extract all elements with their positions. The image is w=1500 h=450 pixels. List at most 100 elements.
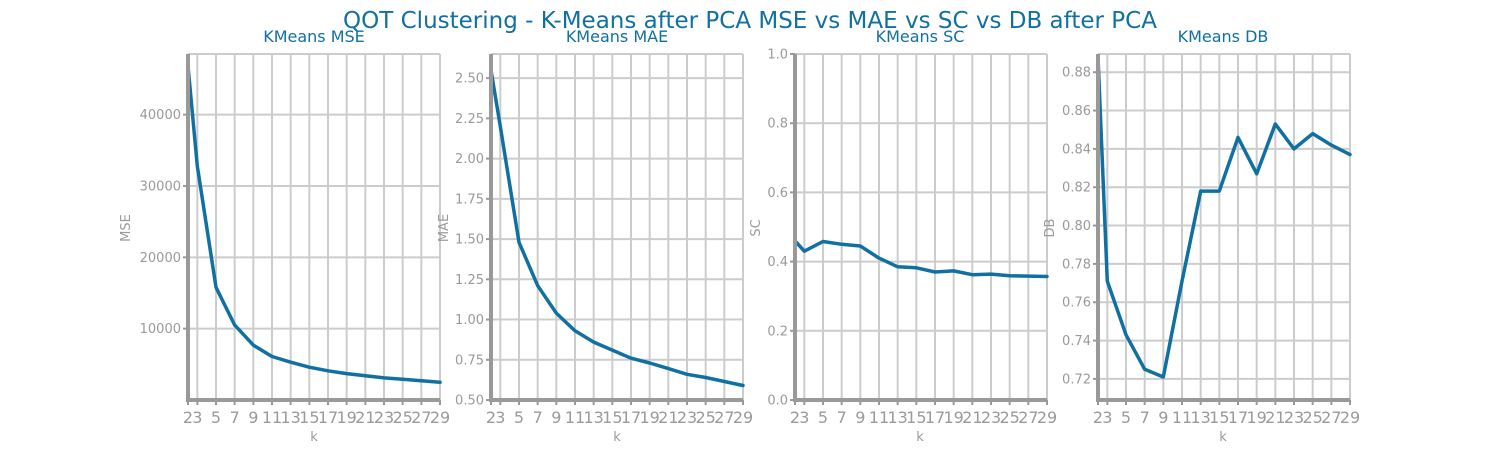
x-tick-label: 7 xyxy=(230,408,240,427)
x-axis-label: k xyxy=(310,430,318,445)
x-tick-label: 9 xyxy=(855,408,865,427)
x-tick-label: 21 xyxy=(1265,408,1285,427)
x-tick-label: 25 xyxy=(392,408,412,427)
subplot-title: KMeans MSE xyxy=(263,27,365,46)
y-tick-label: 0.72 xyxy=(1062,372,1091,387)
y-tick-label: 2.50 xyxy=(455,72,484,87)
x-tick-label: 13 xyxy=(1190,408,1210,427)
y-tick-label: 2.00 xyxy=(455,152,484,167)
y-tick-label: 0.88 xyxy=(1062,66,1091,81)
y-axis-label: MAE xyxy=(437,214,452,242)
x-tick-label: 23 xyxy=(981,408,1001,427)
series-line xyxy=(489,68,745,388)
x-tick-label: 15 xyxy=(1209,408,1229,427)
y-tick-label: 0.4 xyxy=(767,255,788,270)
x-tick-label: 15 xyxy=(602,408,622,427)
x-tick-label: 29 xyxy=(733,408,753,427)
x-axis-label: k xyxy=(613,430,621,445)
x-tick-label: 27 xyxy=(411,408,431,427)
series-layer xyxy=(186,64,442,384)
x-tick-label: 3 xyxy=(799,408,809,427)
grid-lines xyxy=(794,53,1048,401)
x-tick-label: 17 xyxy=(621,408,641,427)
tick-labels: 0.500.751.001.251.501.752.002.252.502 3 5 7… xyxy=(455,72,753,427)
x-tick-label: 19 xyxy=(336,408,356,427)
x-tick-label: 27 xyxy=(1321,408,1341,427)
x-tick-label: 9 xyxy=(248,408,258,427)
x-tick-label: 2 xyxy=(486,408,496,427)
series-line xyxy=(793,239,1049,279)
y-axis-label: MSE xyxy=(119,214,134,242)
subplot-title: KMeans SC xyxy=(876,27,965,46)
y-tick-label: 30000 xyxy=(140,179,181,194)
x-tick-label: 11 xyxy=(869,408,889,427)
y-tick-label: 10000 xyxy=(140,322,181,337)
x-tick-label: 11 xyxy=(262,408,282,427)
y-tick-label: 1.00 xyxy=(455,313,484,328)
figure-title: QOT Clustering - K-Means after PCA MSE v… xyxy=(343,8,1157,34)
x-tick-label: 25 xyxy=(999,408,1019,427)
x-tick-label: 19 xyxy=(943,408,963,427)
x-tick-label: 3 xyxy=(1102,408,1112,427)
x-tick-label: 29 xyxy=(1340,408,1360,427)
x-tick-label: 27 xyxy=(1018,408,1038,427)
y-tick-label: 0.76 xyxy=(1062,296,1091,311)
x-tick-label: 29 xyxy=(430,408,450,427)
x-tick-label: 13 xyxy=(583,408,603,427)
axis-spines xyxy=(793,54,1047,402)
axis-spines xyxy=(1096,54,1350,402)
y-tick-label: 1.75 xyxy=(455,192,484,207)
x-tick-label: 9 xyxy=(551,408,561,427)
y-axis-label: DB xyxy=(1043,219,1058,238)
y-tick-label: 0.78 xyxy=(1062,257,1091,272)
x-tick-label: 19 xyxy=(1246,408,1266,427)
y-tick-label: 0.74 xyxy=(1062,334,1091,349)
subplot-title: KMeans DB xyxy=(1178,27,1269,46)
y-tick-label: 0.75 xyxy=(455,353,484,368)
x-tick-label: 15 xyxy=(906,408,926,427)
x-tick-label: 23 xyxy=(374,408,394,427)
subplot-title: KMeans MAE xyxy=(566,27,668,46)
grid-lines xyxy=(1097,53,1351,400)
x-tick-label: 19 xyxy=(639,408,659,427)
tick-labels: 0.720.740.760.780.800.820.840.860.882 3 5 7… xyxy=(1062,66,1360,427)
x-axis-label: k xyxy=(916,430,924,445)
series-layer xyxy=(1096,55,1352,379)
y-tick-label: 1.50 xyxy=(455,233,484,248)
x-tick-label: 25 xyxy=(695,408,715,427)
x-tick-label: 2 xyxy=(790,408,800,427)
x-tick-label: 5 xyxy=(211,408,221,427)
subplot-mae: KMeans MAE 0.50 0.75 1.00 1.25 1.50 1.75 2.00 2… xyxy=(437,27,753,445)
x-tick-label: 5 xyxy=(818,408,828,427)
x-tick-label: 3 xyxy=(192,408,202,427)
grid-lines xyxy=(187,53,441,400)
axis-spines xyxy=(186,54,440,402)
x-tick-label: 17 xyxy=(1228,408,1248,427)
x-tick-label: 13 xyxy=(280,408,300,427)
y-tick-label: 0.50 xyxy=(455,394,484,409)
x-tick-label: 21 xyxy=(962,408,982,427)
x-tick-label: 11 xyxy=(1172,408,1192,427)
x-tick-label: 9 xyxy=(1158,408,1168,427)
subplot-db: KMeans DB 0.72 0.74 0.76 0.78 0.80 0.82 0.84 0.… xyxy=(1043,27,1360,445)
y-tick-label: 0.8 xyxy=(767,117,788,132)
x-tick-label: 29 xyxy=(1037,408,1057,427)
series-line xyxy=(186,64,442,384)
y-tick-label: 0.82 xyxy=(1062,181,1091,196)
x-tick-label: 17 xyxy=(925,408,945,427)
x-tick-label: 25 xyxy=(1302,408,1322,427)
x-tick-label: 11 xyxy=(565,408,585,427)
x-tick-label: 15 xyxy=(299,408,319,427)
y-tick-label: 0.84 xyxy=(1062,142,1091,157)
x-tick-label: 17 xyxy=(318,408,338,427)
tick-labels: 0.00.20.40.60.81.02 3 5 7 9 11131517192123252… xyxy=(767,48,1057,428)
y-tick-label: 0.2 xyxy=(767,324,788,339)
x-tick-label: 7 xyxy=(1140,408,1150,427)
y-tick-label: 0.86 xyxy=(1062,104,1091,119)
y-tick-label: 1.0 xyxy=(767,48,788,63)
x-axis-label: k xyxy=(1219,430,1227,445)
subplot-sc: KMeans SC 0.00.20.40.60.81.02 3 5 7 9 1113151… xyxy=(749,27,1057,445)
axis-spines xyxy=(489,54,743,402)
